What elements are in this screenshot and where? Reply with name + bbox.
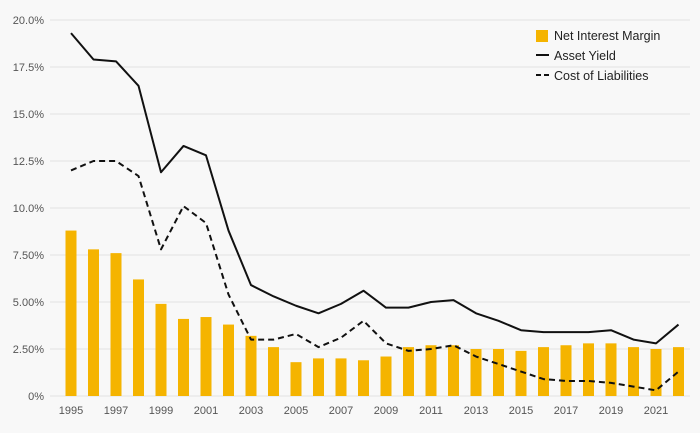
legend-label-asset-yield: Asset Yield bbox=[554, 49, 616, 63]
bar bbox=[650, 349, 662, 396]
bar bbox=[133, 279, 144, 396]
legend-label-cost-of-liabilities: Cost of Liabilities bbox=[554, 69, 649, 83]
bar bbox=[178, 318, 189, 396]
bar bbox=[628, 347, 639, 396]
bar bbox=[493, 349, 504, 396]
bar bbox=[88, 249, 99, 396]
bar bbox=[358, 360, 369, 396]
bar bbox=[200, 317, 212, 396]
y-tick-label: 20.0% bbox=[13, 15, 44, 27]
lines bbox=[70, 32, 680, 392]
legend-swatch-net-interest-margin bbox=[536, 30, 548, 42]
x-tick-label: 2017 bbox=[554, 405, 578, 417]
x-tick-label: 2015 bbox=[509, 405, 533, 417]
legend-label-net-interest-margin: Net Interest Margin bbox=[554, 29, 660, 43]
y-tick-label: 17.5% bbox=[13, 62, 44, 74]
x-tick-label: 2013 bbox=[464, 405, 488, 417]
bar bbox=[268, 347, 279, 396]
bar bbox=[155, 303, 167, 396]
bar bbox=[515, 350, 527, 396]
y-tick-label: 7.50% bbox=[13, 250, 44, 262]
x-tick-label: 2021 bbox=[644, 405, 668, 417]
x-tick-label: 2005 bbox=[284, 405, 308, 417]
bar bbox=[223, 324, 234, 396]
bar bbox=[245, 335, 257, 396]
bar bbox=[425, 345, 437, 396]
x-tick-label: 1999 bbox=[149, 405, 173, 417]
bar bbox=[335, 358, 347, 396]
legend: Net Interest Margin Asset Yield Cost of … bbox=[536, 29, 660, 83]
x-tick-label: 1997 bbox=[104, 405, 128, 417]
bars bbox=[65, 230, 684, 396]
bar bbox=[403, 347, 414, 396]
bar bbox=[448, 345, 459, 396]
bar bbox=[538, 347, 549, 396]
line-asset-yield bbox=[70, 32, 680, 345]
x-tick-label: 2001 bbox=[194, 405, 218, 417]
bar bbox=[110, 253, 122, 396]
x-tick-label: 2007 bbox=[329, 405, 353, 417]
y-tick-label: 5.00% bbox=[13, 297, 44, 309]
x-tick-label: 1995 bbox=[59, 405, 83, 417]
y-axis-tick-labels: 0% 2.50% 5.00% 7.50% 10.0% 12.5% 15.0% 17.5% 20.… bbox=[13, 15, 44, 403]
x-tick-label: 2019 bbox=[599, 405, 623, 417]
x-tick-label: 2003 bbox=[239, 405, 263, 417]
bar bbox=[65, 230, 77, 396]
bar bbox=[290, 362, 302, 396]
y-tick-label: 12.5% bbox=[13, 156, 44, 168]
x-axis-tick-labels: 1995 1997 1999 2001 2003 2005 2007 2009 2011 2013… bbox=[59, 405, 668, 417]
bar bbox=[583, 343, 594, 396]
y-tick-label: 2.50% bbox=[13, 344, 44, 356]
bar bbox=[470, 349, 482, 396]
bar bbox=[380, 356, 392, 396]
bar bbox=[673, 347, 684, 396]
x-tick-label: 2009 bbox=[374, 405, 398, 417]
bar bbox=[605, 343, 617, 396]
line-cost-of-liabilities bbox=[70, 160, 680, 392]
y-tick-label: 0% bbox=[28, 391, 44, 403]
y-tick-label: 10.0% bbox=[13, 203, 44, 215]
y-tick-label: 15.0% bbox=[13, 109, 44, 121]
bar bbox=[560, 345, 572, 396]
bar bbox=[313, 358, 324, 396]
x-tick-label: 2011 bbox=[419, 405, 443, 417]
